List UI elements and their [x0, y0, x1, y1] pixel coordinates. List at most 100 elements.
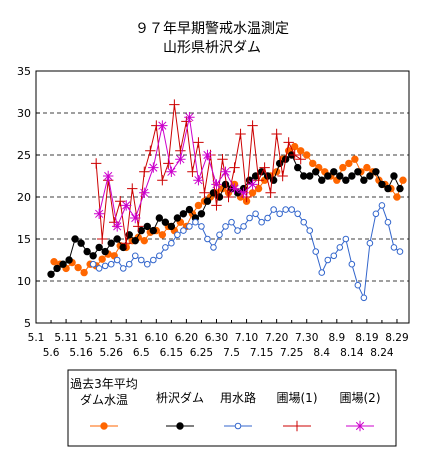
x-tick-label: 6.10: [145, 332, 168, 344]
series-1: [50, 142, 407, 277]
data-point: [360, 176, 368, 184]
data-point: [363, 163, 371, 172]
data-point: [137, 226, 145, 235]
data-point: [119, 265, 127, 272]
data-point: [101, 247, 109, 256]
x-tick-label: 6.5: [133, 347, 150, 359]
x-tick-label: 6.30: [205, 332, 228, 344]
data-point: [198, 223, 205, 230]
data-point: [354, 281, 362, 289]
data-point: [89, 260, 97, 268]
data-point: [294, 163, 302, 172]
data-point: [139, 166, 150, 177]
data-point: [203, 197, 212, 205]
x-tick-label: 6.15: [160, 347, 183, 359]
y-axis: 5 10 15 20 25 30 35: [17, 65, 40, 330]
data-point: [312, 168, 320, 176]
data-point: [95, 265, 103, 272]
data-point: [176, 422, 184, 430]
data-point: [184, 112, 195, 123]
data-point: [50, 257, 58, 266]
data-point: [95, 243, 103, 252]
legend-label: 枡沢ダム: [156, 390, 204, 405]
data-point: [107, 260, 115, 268]
legend-box: [67, 369, 397, 447]
data-point: [330, 168, 338, 176]
data-point: [204, 235, 211, 243]
series-group: [47, 99, 407, 302]
data-point: [318, 269, 326, 276]
x-tick-label: 5.31: [115, 332, 138, 344]
data-point: [247, 120, 258, 131]
series-line: [98, 117, 253, 229]
data-point: [179, 210, 188, 218]
data-point: [348, 172, 356, 180]
data-point: [254, 184, 263, 193]
data-point: [235, 128, 246, 140]
data-point: [300, 218, 308, 226]
x-tick-label: 5.16: [69, 347, 93, 359]
data-point: [234, 422, 242, 430]
data-point: [211, 179, 222, 190]
data-point: [166, 166, 177, 177]
data-point: [306, 227, 314, 234]
chart-title: ９７年早期警戒水温測定: [135, 21, 289, 37]
data-point: [290, 142, 299, 151]
chart-subtitle: 山形県枡沢ダム: [163, 40, 261, 56]
data-point: [157, 175, 168, 186]
data-point: [354, 168, 362, 176]
data-point: [71, 235, 79, 243]
data-point: [288, 206, 295, 213]
data-point: [125, 260, 133, 268]
data-point: [264, 214, 271, 222]
data-point: [127, 183, 138, 194]
data-point: [194, 201, 203, 210]
data-point: [240, 223, 247, 230]
data-point: [149, 226, 158, 235]
data-point: [77, 239, 85, 247]
x-tick-label: 8.24: [370, 347, 394, 359]
data-point: [202, 149, 213, 161]
data-point: [366, 172, 374, 180]
data-point: [131, 236, 139, 245]
data-point: [234, 227, 241, 234]
data-point: [145, 145, 156, 156]
data-point: [248, 189, 257, 197]
y-tick-label: 25: [17, 149, 31, 162]
data-point: [89, 252, 97, 260]
data-point: [312, 248, 320, 255]
data-point: [113, 256, 121, 264]
data-point: [306, 172, 314, 180]
data-point: [150, 256, 157, 264]
data-point: [223, 191, 234, 203]
data-point: [276, 210, 283, 218]
data-point: [185, 205, 194, 214]
data-point: [173, 214, 182, 222]
data-point: [90, 158, 102, 169]
series-line: [92, 204, 401, 300]
y-tick-label: 5: [24, 317, 31, 330]
data-point: [115, 196, 126, 207]
data-point: [187, 166, 198, 177]
legend-label: 用水路: [220, 390, 256, 405]
data-point: [193, 137, 204, 148]
data-point: [330, 252, 338, 260]
data-point: [101, 262, 109, 270]
data-point: [155, 214, 164, 222]
data-point: [222, 223, 229, 230]
data-point: [324, 172, 332, 180]
x-tick-label: 8.9: [328, 332, 345, 344]
x-tick-label: 6.25: [190, 347, 213, 359]
data-point: [378, 202, 386, 209]
data-point: [342, 235, 350, 243]
x-tick-label: 7.25: [280, 347, 303, 359]
data-point: [360, 294, 368, 302]
data-point: [175, 154, 186, 165]
data-point: [300, 172, 308, 180]
data-point: [253, 175, 264, 186]
data-point: [252, 210, 259, 218]
y-tick-label: 15: [17, 233, 31, 246]
data-point: [193, 175, 204, 186]
y-tick-label: 10: [17, 275, 31, 288]
